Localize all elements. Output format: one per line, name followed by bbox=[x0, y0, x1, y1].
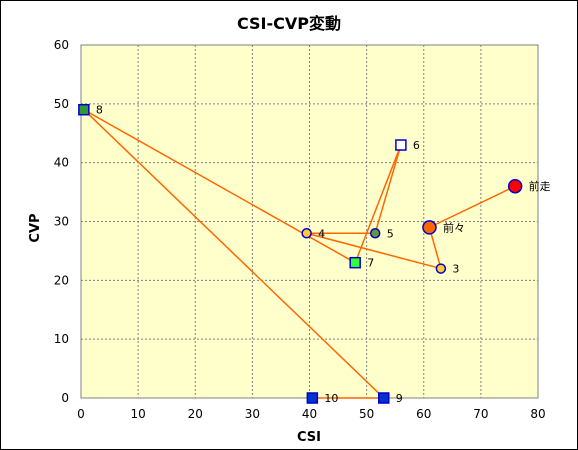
point-label: 前走 bbox=[529, 179, 551, 193]
point-label: 9 bbox=[396, 392, 403, 405]
data-points bbox=[78, 103, 523, 404]
x-tick-label: 10 bbox=[130, 407, 145, 421]
point-label: 5 bbox=[387, 227, 394, 240]
point-label: 10 bbox=[324, 392, 338, 405]
y-tick-label: 0 bbox=[61, 391, 69, 405]
series-segment bbox=[429, 185, 516, 229]
data-point bbox=[378, 392, 390, 404]
data-point bbox=[507, 178, 523, 194]
y-tick-label: 50 bbox=[54, 97, 69, 111]
data-point bbox=[78, 103, 90, 116]
x-tick-label: 80 bbox=[530, 407, 545, 421]
data-point bbox=[301, 228, 312, 239]
x-axis-label: CSI bbox=[297, 430, 321, 445]
data-point bbox=[369, 228, 381, 239]
point-label: 4 bbox=[318, 227, 325, 240]
series-segment bbox=[83, 109, 385, 399]
tick-labels: 0 10 20 30 40 50 60 70 80 0 10 20 30 40 50 60 bbox=[54, 38, 546, 421]
series-segment bbox=[354, 144, 402, 263]
x-tick-label: 60 bbox=[416, 407, 431, 421]
y-tick-label: 10 bbox=[54, 332, 69, 346]
data-point bbox=[395, 139, 407, 151]
point-label: 8 bbox=[96, 104, 103, 117]
x-tick-label: 30 bbox=[245, 407, 260, 421]
point-label: 6 bbox=[413, 139, 420, 152]
x-tick-label: 20 bbox=[188, 407, 203, 421]
grid-lines bbox=[81, 45, 538, 398]
data-point bbox=[349, 256, 361, 269]
x-tick-label: 40 bbox=[302, 407, 317, 421]
y-axis-label: CVP bbox=[28, 213, 43, 242]
x-tick-label: 70 bbox=[473, 407, 488, 421]
x-tick-label: 0 bbox=[77, 407, 85, 421]
connecting-lines bbox=[83, 109, 516, 399]
y-tick-label: 20 bbox=[54, 273, 69, 287]
y-tick-label: 40 bbox=[54, 156, 69, 170]
point-label: 前々 bbox=[443, 220, 465, 234]
data-point bbox=[306, 392, 319, 404]
data-point bbox=[435, 263, 447, 274]
point-label: 7 bbox=[367, 257, 374, 270]
series-segment bbox=[374, 144, 402, 234]
series-segment bbox=[306, 232, 442, 270]
x-tick-label: 50 bbox=[359, 407, 374, 421]
chart-title: CSI-CVP変動 bbox=[237, 14, 341, 33]
data-point bbox=[422, 220, 437, 235]
y-tick-label: 30 bbox=[54, 215, 69, 229]
point-label: 3 bbox=[452, 263, 459, 276]
y-tick-label: 60 bbox=[54, 38, 69, 52]
